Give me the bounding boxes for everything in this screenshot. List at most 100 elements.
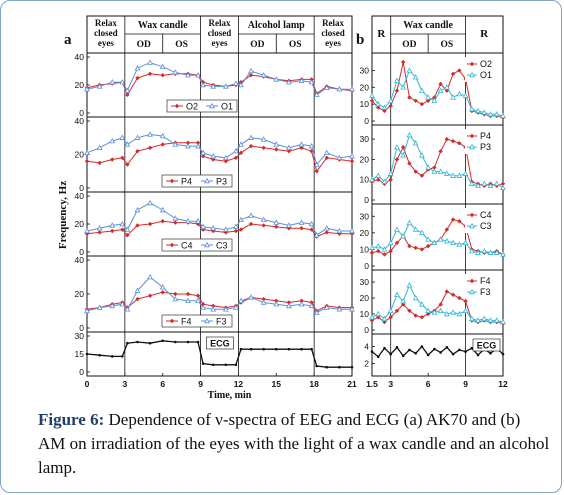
panel-b-subplot-1-series-o2-point [400,59,406,65]
panel-b-subplot-4-legend-marker [469,288,475,295]
panel-a-subplot-4-series-f3-line [86,276,352,314]
panel-a-subplot-2-series-p3-point [298,141,305,147]
panel-a-subplot-3-series-c4-point [299,226,304,231]
panel-a-subplot-4-series-f4-point [210,303,216,309]
panel-b-subplot-1-series-o1-point [425,94,432,100]
panel-b-subplot-2-series-p3-point [412,140,419,146]
panel-b-subplot-3-series-c3-point [437,236,444,242]
panel-a-subplot-4-legend-box [161,314,233,328]
panel-a-subplot-5-series-ecg-point [121,355,124,358]
panel-b-subplot-1-series-o2-line [371,61,504,119]
panel-a-subplot-2-series-p3-point [134,134,141,140]
panel-b-subplot-3-series-c3-point [406,219,413,226]
panel-a-subplot-5-ytick-label: 0 [79,367,84,377]
panel-a-subplot-4-series-f3-point [336,306,343,312]
panel-a-subplot-4-series-f4-point [261,296,266,302]
panel-a-subplot-4-series-f4-point [173,291,178,297]
panel-a-subplot-4-legend-marker [169,318,175,324]
panel-b-xtick-label: 9 [463,379,468,389]
panel-a-subplot-2-series-p3-point [185,142,191,149]
panel-a-subplot-4-series-f3-point [185,297,191,303]
panel-a-subplot-1-series-o1-point [195,72,201,78]
panel-b-subplot-4-series-f3-line [371,283,504,323]
panel-a-header-label: Wax candle [138,20,188,31]
panel-b-subplot-5-series-ecg-point [426,353,430,357]
panel-a-xtick-label: 15 [272,379,282,389]
panel-b-subplot-4-series-f3-point [493,317,500,323]
panel-a-subplot-5-legend-label: ECG [210,339,230,349]
panel-b-subplot-4-series-f3-point [394,291,400,297]
panel-a-subplot-4-series-f4-point [185,291,191,297]
panel-a-subplot-3-series-c3-point [298,219,305,225]
panel-a-subplot-2-series-p3-point [147,131,153,137]
panel-b-subplot-3-series-c3-point [500,251,506,257]
panel-a-subplot-5-series-ecg-point [186,340,190,344]
panel-b-subplot-5-legend-label: ECG [477,341,497,351]
panel-b-subplot-1-legend-marker [469,71,475,78]
panel-b-subplot-2-series-p3-point [450,172,456,178]
panel-a-subplot-3-series-c4-point [147,221,153,227]
panel-a-subplot-2-series-p3-point [349,153,355,159]
panel-a-subplot-5-series-ecg-point [274,347,278,351]
panel-a-subplot-3-series-c3-point [210,225,217,231]
panel-b-subplot-5-series-ecg-point [408,348,411,352]
panel-a-subplot-2-series-p4-point [135,148,140,154]
panel-b-subplot-2-series-p3-point [481,180,488,186]
panel-a-xlabel: Time, min [208,390,252,401]
panel-a-subplot-3-series-c3-point [323,225,330,231]
panel-b-xtick-label: 1.5 [366,379,378,389]
panel-b-subplot-4-legend-label: F4 [480,276,491,286]
panel-a-subplot-2-series-p3-point [222,154,229,161]
panel-a-subplot-2-series-p3-point [84,149,90,156]
panel-a-subplot-5-series-ecg-point [350,365,354,369]
panel-a-subplot-4-series-f4-point [147,293,153,298]
panel-a-subplot-4-series-f3-point [200,304,206,310]
panel-b-subplot-3-legend-marker [469,212,475,218]
panel-b-subplot-1-series-o1-point [493,111,500,117]
panel-a-subplot-1-series-o1-point [210,83,217,89]
panel-b-subplot-4-series-f4-point [419,315,425,320]
panel-b-subplot-4-series-f3-point [450,309,456,315]
panel-a-subplot-3-series-c3-point [119,220,126,227]
panel-a-subplot-1-series-o1-point [323,84,330,90]
panel-a-header-sub-label: OS [289,40,302,50]
panel-a-subplot-5-series-ecg-point [85,352,89,356]
panel-b-subplot-3-series-c3-point [369,244,375,250]
panel-b-subplot-3-series-c3-point [381,246,388,252]
panel-b-subplot-4-legend-box [465,274,499,299]
panel-b-subplot-1-legend-box [465,57,499,82]
panel-a-subplot-1-legend-marker [174,103,180,109]
panel-b-subplot-1-series-o2-point [407,95,412,100]
panel-a-subplot-3-series-c4-point [261,223,266,228]
panel-a-subplot-3-ytick-label: 40 [75,191,85,201]
panel-b-subplot-4-series-f3-point [431,309,438,315]
panel-a-subplot-3-series-c3-point [313,232,320,238]
panel-a-subplot-2-series-p3-point [159,132,166,139]
panel-b-subplot-3-series-c4-point [369,250,375,255]
panel-a-subplot-3-series-c4-point [160,219,165,224]
panel-b-subplot-3-series-c4-point [450,217,456,222]
panel-a-subplot-5-series-ecg-point [148,341,152,345]
panel-a-subplot-2-series-p3-point [124,141,131,147]
panel-a-subplot-2-series-p3-point [172,141,179,147]
panel-b-subplot-4-legend-label: F3 [480,287,491,297]
panel-a-subplot-3-series-c3-point [134,206,141,213]
panel-a-subplot-1-series-o1-point [134,65,141,71]
panel-a-subplot-2-legend-marker [169,178,175,184]
panel-a-subplot-5-series-ecg-point [196,340,200,344]
panel-b-subplot-2-series-p4-point [438,149,443,154]
panel-a-subplot-1-series-o1-point [308,79,315,85]
panel-b-subplot-4-series-f4-point [407,308,412,313]
panel-b-subplot-5-series-ecg-point [451,352,455,356]
panel-b-subplot-2-legend-marker [469,133,475,139]
panel-a-subplot-4-series-f3-point [222,306,229,312]
panel-a-subplot-3-series-c3-point [349,227,355,234]
panel-a-subplot-1-series-o2-point [135,75,140,81]
panel-a-subplot-5-series-ecg-point [110,355,114,358]
panel-a-header-label: closed [94,28,118,38]
panel-b-xtick-label: 3 [388,379,393,389]
panel-a-subplot-2-ytick-label: 40 [75,116,85,126]
panel-b-subplot-2-series-p3-point [369,176,375,182]
panel-a-subplot-1-series-o1-point [84,86,90,92]
